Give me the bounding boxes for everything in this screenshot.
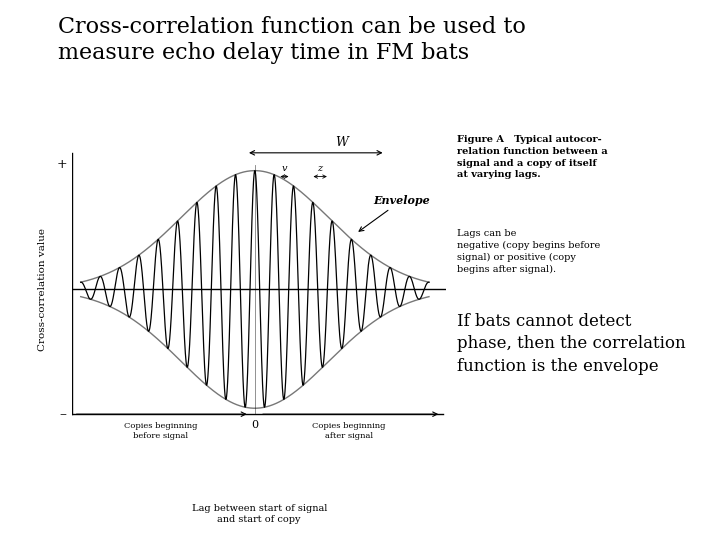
Text: 0: 0 [251, 420, 258, 430]
Text: z: z [318, 164, 323, 173]
Text: Cross-correlation function can be used to
measure echo delay time in FM bats: Cross-correlation function can be used t… [58, 16, 526, 64]
Text: v: v [282, 164, 287, 173]
Text: Cross-correlation value: Cross-correlation value [38, 228, 47, 351]
Text: +: + [56, 158, 67, 171]
Text: Lags can be
negative (copy begins before
signal) or positive (copy
begins after : Lags can be negative (copy begins before… [457, 230, 600, 274]
Text: Envelope: Envelope [359, 195, 430, 231]
Text: Copies beginning
before signal: Copies beginning before signal [124, 422, 197, 440]
Text: Lag between start of signal
and start of copy: Lag between start of signal and start of… [192, 504, 327, 524]
Text: Figure A   Typical autocor-
relation function between a
signal and a copy of its: Figure A Typical autocor- relation funct… [457, 135, 608, 179]
Text: –: – [60, 407, 67, 421]
Text: Copies beginning
after signal: Copies beginning after signal [312, 422, 386, 440]
Text: W: W [336, 136, 348, 149]
Text: If bats cannot detect
phase, then the correlation
function is the envelope: If bats cannot detect phase, then the co… [457, 313, 686, 375]
